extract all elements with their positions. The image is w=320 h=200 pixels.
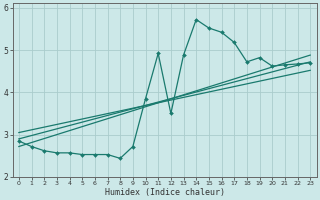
X-axis label: Humidex (Indice chaleur): Humidex (Indice chaleur) [105,188,225,197]
